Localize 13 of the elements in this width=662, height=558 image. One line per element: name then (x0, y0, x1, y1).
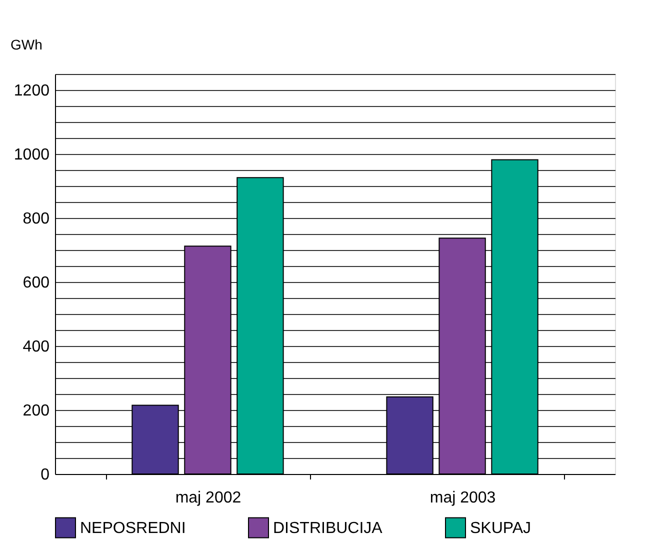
y-tick-label: 400 (22, 338, 50, 356)
y-tick-label: 600 (22, 274, 50, 292)
legend-label: SKUPAJ (470, 520, 532, 537)
x-tick-label: maj 2002 (175, 490, 242, 506)
y-tick-label: 800 (22, 210, 50, 228)
y-tick-label: 1000 (14, 146, 50, 164)
y-tick-label: 1200 (14, 82, 50, 100)
y-axis-title: GWh (10, 36, 42, 52)
legend-label: NEPOSREDNI (80, 520, 186, 537)
y-tick-label: 0 (40, 466, 50, 484)
y-tick-label: 200 (22, 402, 50, 420)
legend-label: DISTRIBUCIJA (273, 520, 383, 537)
x-tick-label: maj 2003 (430, 490, 496, 506)
